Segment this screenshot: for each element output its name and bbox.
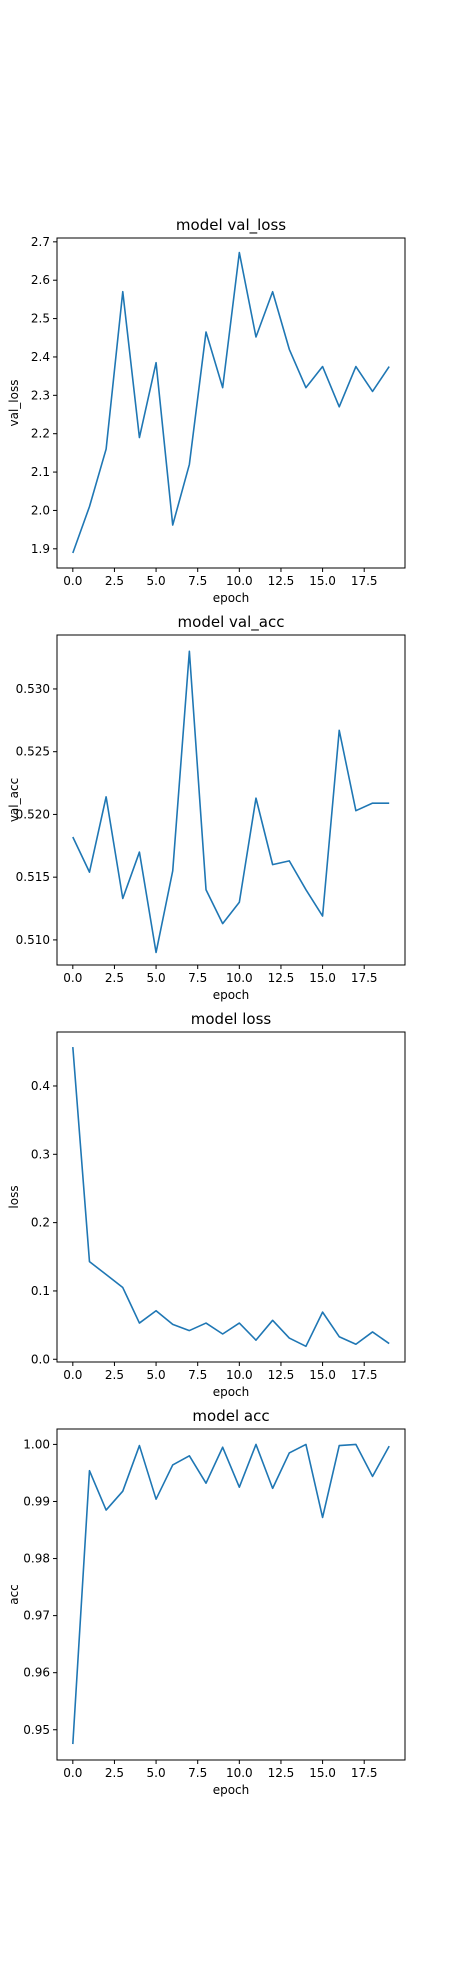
chart-title: model val_acc <box>178 613 285 632</box>
y-tick-label: 2.0 <box>31 503 50 517</box>
series-line <box>72 650 390 954</box>
series-line <box>72 1046 390 1348</box>
y-tick-label: 0.95 <box>23 1723 50 1737</box>
x-tick-label: 7.5 <box>188 971 207 985</box>
chart-title: model acc <box>192 1407 269 1425</box>
x-tick-label: 7.5 <box>188 1766 207 1780</box>
x-tick-label: 12.5 <box>268 1766 295 1780</box>
chart-title: model val_loss <box>176 216 286 235</box>
y-tick-label: 2.6 <box>31 273 50 287</box>
x-tick-label: 12.5 <box>268 1368 295 1382</box>
y-tick-label: 0.510 <box>16 933 50 947</box>
y-axis-label: loss <box>7 1185 21 1208</box>
y-tick-label: 2.3 <box>31 388 50 402</box>
x-tick-label: 15.0 <box>309 574 336 588</box>
x-tick-label: 15.0 <box>309 971 336 985</box>
x-tick-label: 17.5 <box>351 971 378 985</box>
y-tick-label: 0.96 <box>23 1666 50 1680</box>
y-tick-label: 2.5 <box>31 312 50 326</box>
x-tick-label: 7.5 <box>188 1368 207 1382</box>
chart-panel-4: model acc 0.0 2.5 5.0 7.5 10.0 12.5 15.0 17.5 0.9… <box>7 1407 406 1797</box>
x-tick-label: 17.5 <box>351 574 378 588</box>
y-tick-label: 0.99 <box>23 1494 50 1508</box>
x-axis-label: epoch <box>213 1385 250 1399</box>
x-tick-label: 17.5 <box>351 1766 378 1780</box>
x-axis-label: epoch <box>213 1783 250 1797</box>
chart-panel-2: model val_acc 0.0 2.5 5.0 7.5 10.0 12.5 15.0 17.… <box>7 613 406 1002</box>
x-axis-label: epoch <box>213 591 250 605</box>
x-tick-label: 0.0 <box>63 971 82 985</box>
y-tick-label: 0.525 <box>16 745 50 759</box>
x-tick-label: 5.0 <box>147 971 166 985</box>
x-axis-label: epoch <box>213 988 250 1002</box>
x-tick-label: 5.0 <box>147 1368 166 1382</box>
y-tick-label: 2.7 <box>31 235 50 249</box>
x-tick-label: 15.0 <box>309 1368 336 1382</box>
y-tick-label: 0.97 <box>23 1609 50 1623</box>
y-tick-label: 1.9 <box>31 542 50 556</box>
y-tick-label: 0.530 <box>16 682 50 696</box>
x-tick-label: 5.0 <box>147 1766 166 1780</box>
x-tick-label: 12.5 <box>268 574 295 588</box>
x-tick-label: 2.5 <box>105 574 124 588</box>
x-tick-label: 17.5 <box>351 1368 378 1382</box>
y-tick-label: 2.2 <box>31 427 50 441</box>
chart-title: model loss <box>191 1010 272 1028</box>
x-tick-label: 2.5 <box>105 971 124 985</box>
x-tick-label: 10.0 <box>226 1368 253 1382</box>
chart-panel-1: model val_loss 0.0 2.5 5.0 7.5 10.0 12.5 15.0 17… <box>7 216 406 605</box>
plot-frame <box>56 1428 406 1761</box>
x-tick-label: 7.5 <box>188 574 207 588</box>
y-tick-label: 0.0 <box>31 1352 50 1366</box>
y-tick-label: 2.1 <box>31 465 50 479</box>
y-tick-label: 0.98 <box>23 1552 50 1566</box>
x-tick-label: 2.5 <box>105 1368 124 1382</box>
x-tick-label: 12.5 <box>268 971 295 985</box>
y-tick-label: 0.4 <box>31 1079 50 1093</box>
y-tick-label: 0.3 <box>31 1147 50 1161</box>
x-tick-label: 2.5 <box>105 1766 124 1780</box>
x-tick-label: 0.0 <box>63 1368 82 1382</box>
series-line <box>72 1443 390 1745</box>
y-tick-label: 0.515 <box>16 870 50 884</box>
y-tick-label: 0.520 <box>16 807 50 821</box>
plot-frame <box>56 1031 406 1363</box>
x-tick-label: 10.0 <box>226 574 253 588</box>
chart-panel-3: model loss 0.0 2.5 5.0 7.5 10.0 12.5 15.0 17.5 0.… <box>7 1010 406 1399</box>
plot-frame <box>56 237 406 569</box>
plot-frame <box>56 634 406 966</box>
x-tick-label: 0.0 <box>63 574 82 588</box>
x-tick-label: 5.0 <box>147 574 166 588</box>
x-tick-label: 10.0 <box>226 1766 253 1780</box>
y-tick-label: 1.00 <box>23 1437 50 1451</box>
y-axis-label: val_acc <box>7 778 21 822</box>
y-tick-label: 2.4 <box>31 350 50 364</box>
y-axis-label: acc <box>7 1584 21 1605</box>
y-tick-label: 0.2 <box>31 1216 50 1230</box>
x-tick-label: 0.0 <box>63 1766 82 1780</box>
y-tick-label: 0.1 <box>31 1284 50 1298</box>
x-tick-label: 10.0 <box>226 971 253 985</box>
series-line <box>72 251 390 554</box>
x-tick-label: 15.0 <box>309 1766 336 1780</box>
y-axis-label: val_loss <box>7 380 21 427</box>
